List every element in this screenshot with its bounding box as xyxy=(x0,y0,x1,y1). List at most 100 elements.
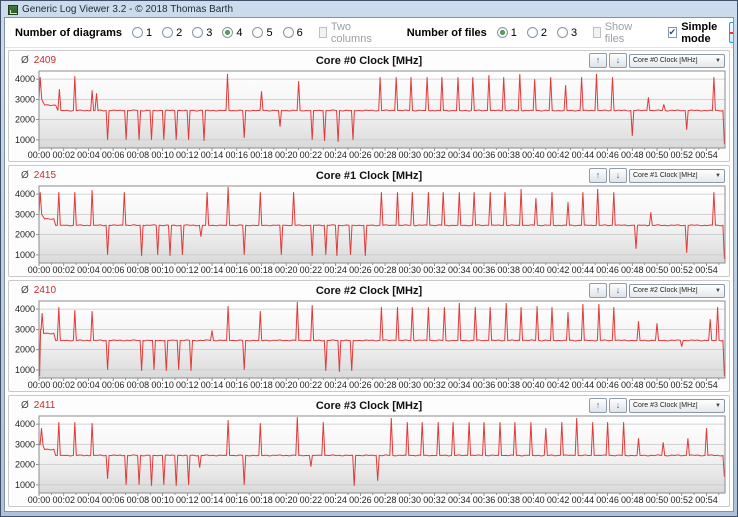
svg-text:00:02: 00:02 xyxy=(52,380,75,390)
svg-text:00:40: 00:40 xyxy=(522,265,545,275)
svg-text:00:32: 00:32 xyxy=(423,495,446,505)
svg-text:00:24: 00:24 xyxy=(324,150,347,160)
show-files-checkbox: Show files xyxy=(593,21,636,45)
average-readout: Ø 2410 xyxy=(21,285,56,296)
signal-down-button[interactable]: ↓ xyxy=(609,283,627,298)
svg-text:00:30: 00:30 xyxy=(399,265,422,275)
svg-text:00:48: 00:48 xyxy=(621,380,644,390)
svg-text:3000: 3000 xyxy=(15,439,35,449)
svg-text:00:46: 00:46 xyxy=(596,265,619,275)
svg-text:00:48: 00:48 xyxy=(621,150,644,160)
svg-text:00:26: 00:26 xyxy=(349,265,372,275)
signal-select[interactable]: Core #1 Clock [MHz] ▼ xyxy=(629,168,725,183)
toolbar: Number of diagrams 1 2 3 4 5 6 Two colum… xyxy=(5,18,733,48)
average-symbol: Ø xyxy=(21,55,29,66)
svg-text:00:38: 00:38 xyxy=(497,265,520,275)
signal-up-button[interactable]: ↑ xyxy=(589,53,607,68)
chevron-down-icon: ▼ xyxy=(715,287,721,294)
svg-text:4000: 4000 xyxy=(15,419,35,429)
svg-text:00:36: 00:36 xyxy=(473,495,496,505)
signal-down-button[interactable]: ↓ xyxy=(609,398,627,413)
signal-select[interactable]: Core #2 Clock [MHz] ▼ xyxy=(629,283,725,298)
svg-text:00:36: 00:36 xyxy=(473,150,496,160)
chart-header: Ø 2410 Core #2 Clock [MHz] ↑ ↓ Core #2 Cl… xyxy=(11,282,727,298)
signal-select-value: Core #1 Clock [MHz] xyxy=(633,172,698,179)
average-symbol: Ø xyxy=(21,285,29,296)
diagrams-radio-2[interactable]: 2 xyxy=(162,27,182,39)
title-bar: Generic Log Viewer 3.2 - © 2018 Thomas B… xyxy=(4,1,734,17)
signal-down-button[interactable]: ↓ xyxy=(609,168,627,183)
app-icon xyxy=(8,4,18,15)
svg-text:00:00: 00:00 xyxy=(28,150,51,160)
signal-select-value: Core #2 Clock [MHz] xyxy=(633,287,698,294)
svg-text:00:40: 00:40 xyxy=(522,495,545,505)
signal-up-button[interactable]: ↑ xyxy=(589,398,607,413)
reset-line-color-button[interactable]: ⇄ xyxy=(728,22,733,43)
svg-text:3000: 3000 xyxy=(15,94,35,104)
average-symbol: Ø xyxy=(21,400,29,411)
chart-header: Ø 2409 Core #0 Clock [MHz] ↑ ↓ Core #0 Cl… xyxy=(11,52,727,68)
average-value: 2415 xyxy=(33,170,57,181)
diagrams-radio-3[interactable]: 3 xyxy=(192,27,212,39)
svg-text:00:22: 00:22 xyxy=(300,380,323,390)
simple-mode-checkbox[interactable]: ✔ Simple mode xyxy=(667,20,718,45)
files-radio-3[interactable]: 3 xyxy=(557,27,577,39)
svg-text:00:46: 00:46 xyxy=(596,495,619,505)
svg-text:00:30: 00:30 xyxy=(399,150,422,160)
diagrams-radio-1[interactable]: 1 xyxy=(131,27,152,39)
radio-icon xyxy=(526,27,538,38)
chart-panel-core3: Ø 2411 Core #3 Clock [MHz] ↑ ↓ Core #3 Cl… xyxy=(8,395,730,507)
svg-text:2000: 2000 xyxy=(15,345,35,355)
svg-text:00:10: 00:10 xyxy=(151,380,174,390)
two-columns-checkbox: Two columns xyxy=(318,21,375,45)
diagrams-radio-5[interactable]: 5 xyxy=(252,27,273,39)
svg-text:00:48: 00:48 xyxy=(621,265,644,275)
svg-text:00:04: 00:04 xyxy=(77,150,100,160)
svg-text:00:12: 00:12 xyxy=(176,265,199,275)
average-symbol: Ø xyxy=(21,170,29,181)
svg-text:00:18: 00:18 xyxy=(250,150,273,160)
signal-select[interactable]: Core #0 Clock [MHz] ▼ xyxy=(629,53,725,68)
svg-text:1000: 1000 xyxy=(15,250,35,260)
svg-text:00:54: 00:54 xyxy=(695,150,718,160)
diagrams-radio-4[interactable]: 4 xyxy=(222,27,242,39)
svg-text:2000: 2000 xyxy=(15,115,35,125)
chart-panel-core1: Ø 2415 Core #1 Clock [MHz] ↑ ↓ Core #1 Cl… xyxy=(8,165,730,277)
signal-select[interactable]: Core #3 Clock [MHz] ▼ xyxy=(629,398,725,413)
checkbox-icon xyxy=(318,27,327,38)
diagrams-radio-6[interactable]: 6 xyxy=(282,27,303,39)
svg-text:00:14: 00:14 xyxy=(201,265,224,275)
chart-plot: 4000 3000 2000 1000 00:00 00:02 00:04 00:06 00:0… xyxy=(15,185,726,275)
svg-text:00:00: 00:00 xyxy=(28,495,51,505)
radio-icon xyxy=(557,27,569,38)
svg-text:00:08: 00:08 xyxy=(127,380,150,390)
svg-text:00:04: 00:04 xyxy=(77,495,100,505)
signal-up-button[interactable]: ↑ xyxy=(589,168,607,183)
svg-text:00:50: 00:50 xyxy=(646,265,669,275)
svg-text:00:50: 00:50 xyxy=(646,380,669,390)
svg-text:00:46: 00:46 xyxy=(596,150,619,160)
signal-down-button[interactable]: ↓ xyxy=(609,53,627,68)
average-value: 2409 xyxy=(33,55,57,66)
svg-text:00:06: 00:06 xyxy=(102,495,125,505)
svg-text:00:22: 00:22 xyxy=(300,150,323,160)
svg-text:00:08: 00:08 xyxy=(127,265,150,275)
svg-text:00:46: 00:46 xyxy=(596,380,619,390)
svg-text:00:44: 00:44 xyxy=(572,495,595,505)
svg-text:00:28: 00:28 xyxy=(374,150,397,160)
svg-text:00:54: 00:54 xyxy=(695,380,718,390)
svg-text:00:16: 00:16 xyxy=(226,495,249,505)
svg-text:00:10: 00:10 xyxy=(151,495,174,505)
svg-text:00:28: 00:28 xyxy=(374,265,397,275)
signal-select-value: Core #3 Clock [MHz] xyxy=(633,402,698,409)
svg-text:00:38: 00:38 xyxy=(497,495,520,505)
svg-text:00:10: 00:10 xyxy=(151,150,174,160)
svg-text:2000: 2000 xyxy=(15,460,35,470)
svg-text:00:24: 00:24 xyxy=(324,380,347,390)
signal-up-button[interactable]: ↑ xyxy=(589,283,607,298)
svg-text:00:48: 00:48 xyxy=(621,495,644,505)
files-radio-2[interactable]: 2 xyxy=(526,27,547,39)
files-radio-1[interactable]: 1 xyxy=(496,27,517,39)
checkbox-icon: ✔ xyxy=(667,27,678,38)
svg-text:00:36: 00:36 xyxy=(473,265,496,275)
